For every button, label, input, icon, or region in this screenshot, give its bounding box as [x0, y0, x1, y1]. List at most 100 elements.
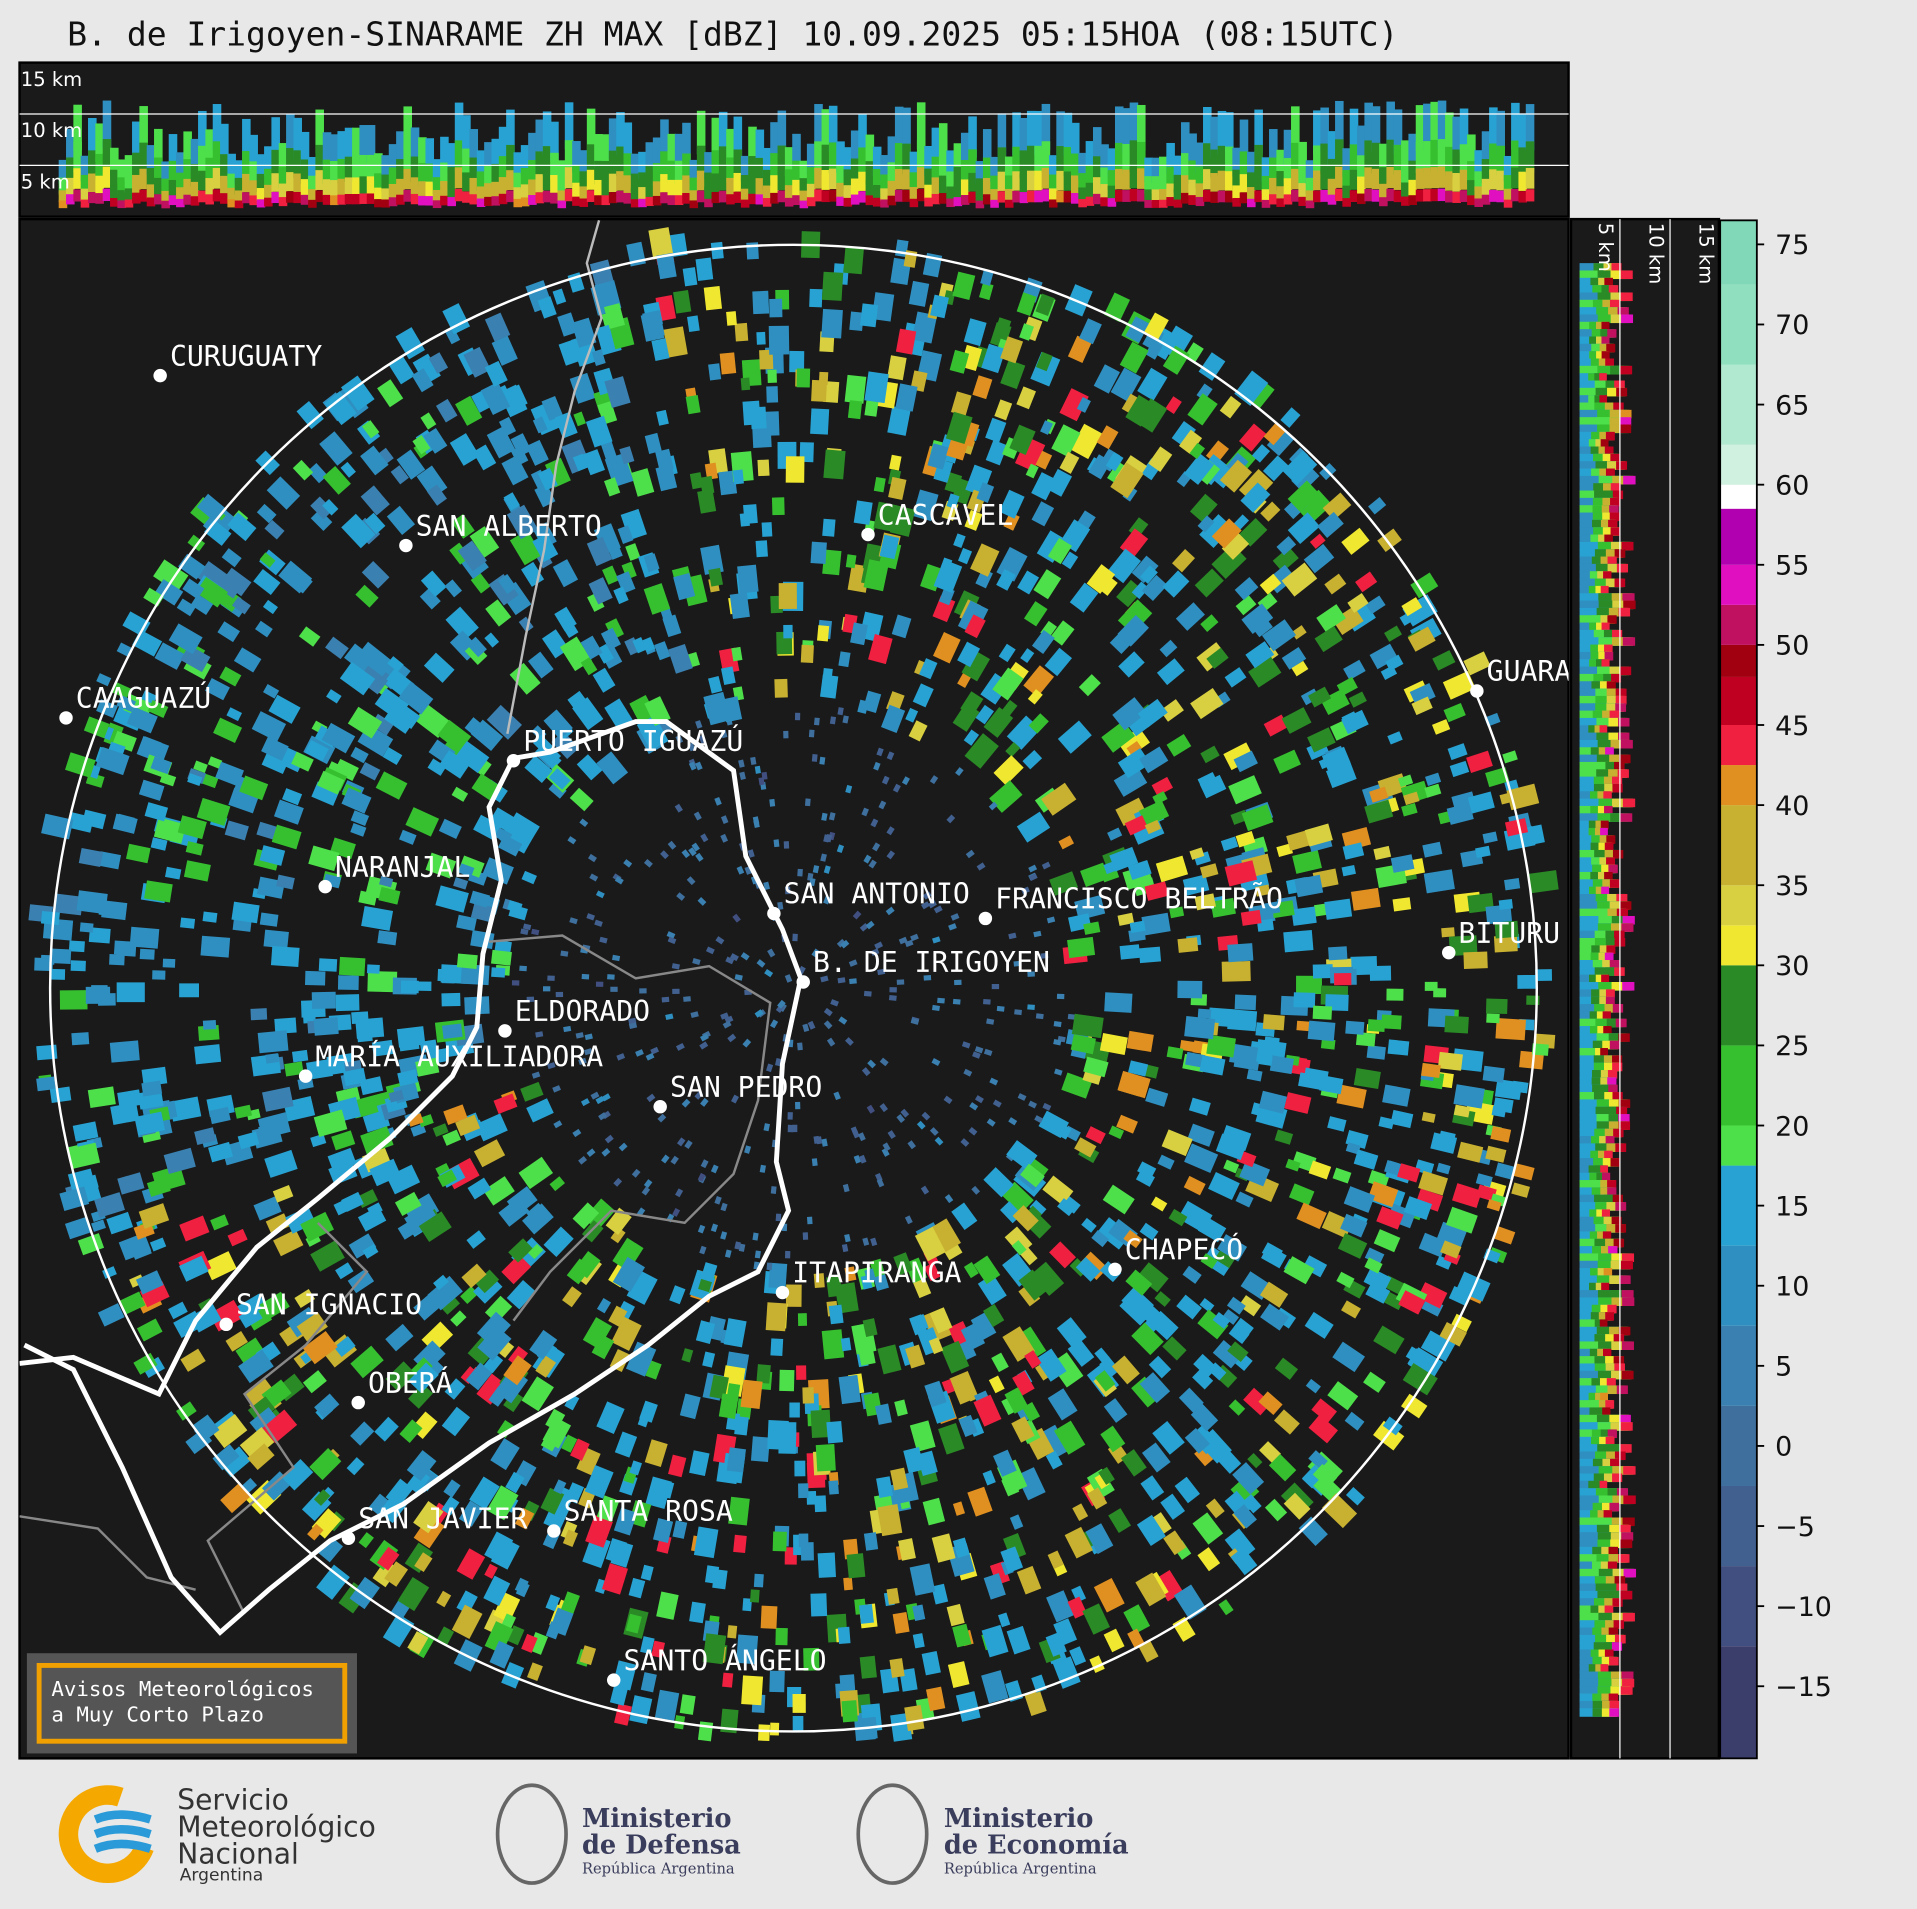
echo: [697, 489, 717, 514]
echo: [564, 140, 574, 173]
echo: [265, 1053, 279, 1064]
echo: [1124, 815, 1148, 836]
echo: [543, 1226, 574, 1258]
colorbar-band: [1720, 1485, 1757, 1567]
echo: [681, 1098, 691, 1108]
echo: [498, 126, 508, 164]
echo: [783, 624, 793, 639]
echo: [1100, 167, 1109, 189]
echo: [1392, 897, 1412, 912]
echo: [311, 991, 336, 1009]
echo: [1604, 446, 1614, 456]
echo: [447, 143, 457, 174]
echo: [473, 1139, 506, 1168]
echo: [1181, 192, 1190, 204]
echo: [1604, 277, 1613, 287]
echo: [736, 1634, 759, 1665]
echo: [806, 183, 816, 199]
echo: [581, 973, 590, 980]
echo: [1129, 140, 1139, 173]
echo: [916, 140, 926, 173]
echo: [369, 1158, 401, 1187]
echo: [585, 1515, 613, 1548]
echo: [720, 729, 728, 739]
echo: [997, 171, 1007, 191]
city-dot: [861, 527, 875, 542]
echo: [1161, 1129, 1193, 1157]
echo: [455, 395, 483, 426]
echo: [811, 754, 818, 762]
echo: [233, 647, 262, 673]
echo: [1445, 190, 1454, 203]
echo: [1620, 739, 1633, 749]
echo: [1602, 1231, 1612, 1240]
echo: [933, 559, 963, 593]
echo: [1386, 139, 1395, 172]
echo: [1518, 191, 1527, 203]
echo: [894, 106, 904, 152]
echo: [770, 1338, 784, 1357]
echo: [232, 596, 251, 615]
echo: [1119, 944, 1141, 960]
echo: [1609, 505, 1619, 514]
echo: [550, 152, 559, 180]
echo: [1610, 292, 1631, 302]
echo: [1611, 263, 1622, 272]
echo: [1491, 1105, 1507, 1118]
echo: [844, 1266, 857, 1282]
echo: [415, 1057, 440, 1077]
echo: [1607, 1583, 1626, 1593]
echo: [1622, 982, 1635, 991]
echo: [337, 178, 346, 196]
echo: [337, 194, 346, 205]
echo: [690, 1011, 699, 1019]
echo: [470, 572, 491, 594]
echo: [815, 1136, 823, 1145]
echo: [1611, 915, 1633, 925]
echo: [125, 843, 151, 864]
echo: [183, 194, 192, 205]
echo: [1034, 145, 1043, 176]
echo: [1430, 101, 1439, 149]
echo: [88, 927, 111, 944]
echo: [1617, 307, 1629, 316]
echo: [850, 130, 860, 167]
echo: [70, 960, 86, 972]
echo: [1313, 170, 1322, 191]
echo: [1112, 697, 1147, 731]
echo: [823, 1007, 833, 1017]
echo: [1611, 1253, 1632, 1262]
echo: [168, 134, 178, 169]
echo: [763, 881, 771, 891]
echo: [1296, 1202, 1327, 1230]
echo: [1348, 691, 1367, 708]
echo: [1373, 1420, 1405, 1451]
echo: [1435, 1255, 1453, 1270]
echo: [564, 188, 574, 202]
echo: [1615, 1202, 1627, 1211]
echo: [863, 990, 872, 997]
echo: [358, 1532, 374, 1549]
echo: [1041, 167, 1051, 189]
echo: [809, 288, 823, 308]
echo: [929, 775, 939, 785]
echo: [110, 185, 119, 200]
echo: [310, 1133, 327, 1148]
echo: [1612, 629, 1623, 639]
echo: [770, 153, 779, 180]
echo: [374, 1416, 399, 1442]
echo: [1345, 1142, 1361, 1155]
echo: [1605, 1312, 1615, 1321]
echo: [150, 756, 172, 775]
echo: [1368, 496, 1387, 515]
echo: [1298, 141, 1307, 174]
echo: [806, 167, 816, 189]
echo: [1463, 651, 1491, 676]
echo: [520, 184, 530, 199]
echo: [1247, 1452, 1263, 1469]
echo: [845, 554, 857, 569]
logo-text: Argentina: [180, 1866, 263, 1886]
echo: [1233, 1317, 1254, 1338]
echo: [1611, 1642, 1623, 1651]
echo: [629, 1460, 643, 1476]
